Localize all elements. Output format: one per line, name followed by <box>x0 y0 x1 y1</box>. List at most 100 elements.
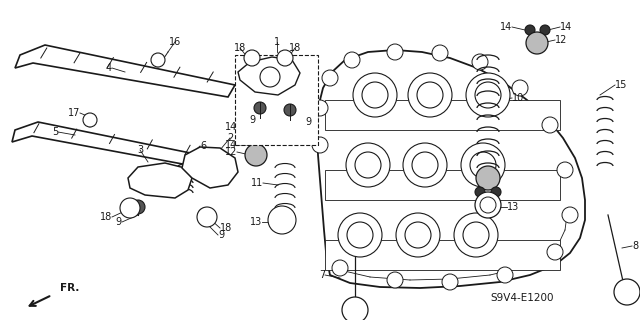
Polygon shape <box>128 163 192 198</box>
Text: 13: 13 <box>250 217 262 227</box>
Polygon shape <box>325 100 560 130</box>
Circle shape <box>432 45 448 61</box>
Circle shape <box>353 73 397 117</box>
Circle shape <box>83 113 97 127</box>
FancyBboxPatch shape <box>235 55 318 145</box>
Circle shape <box>562 207 578 223</box>
Text: 2: 2 <box>227 133 233 143</box>
Text: 7: 7 <box>319 270 325 280</box>
Circle shape <box>198 208 212 222</box>
Text: 5: 5 <box>52 127 58 137</box>
Circle shape <box>150 172 170 192</box>
Text: 10: 10 <box>512 93 524 103</box>
Circle shape <box>547 244 563 260</box>
Text: 6: 6 <box>200 141 206 151</box>
Text: 3: 3 <box>137 145 143 155</box>
Circle shape <box>312 100 328 116</box>
Text: 9: 9 <box>305 117 311 127</box>
Circle shape <box>542 117 558 133</box>
Text: 18: 18 <box>234 43 246 53</box>
Circle shape <box>475 82 501 108</box>
Text: S9V4-E1200: S9V4-E1200 <box>490 293 554 303</box>
Circle shape <box>463 222 489 248</box>
Circle shape <box>251 138 261 148</box>
Circle shape <box>497 267 513 283</box>
Polygon shape <box>15 45 235 97</box>
Circle shape <box>491 187 501 197</box>
Polygon shape <box>317 50 585 288</box>
Text: 16: 16 <box>169 37 181 47</box>
Circle shape <box>540 25 550 35</box>
Circle shape <box>475 187 485 197</box>
Circle shape <box>480 197 496 213</box>
Circle shape <box>268 206 296 234</box>
Circle shape <box>526 32 548 54</box>
Text: 9: 9 <box>218 230 224 240</box>
Circle shape <box>405 222 431 248</box>
Text: 1: 1 <box>274 37 280 47</box>
Circle shape <box>417 82 443 108</box>
Circle shape <box>322 70 338 86</box>
Circle shape <box>512 80 528 96</box>
Text: 9: 9 <box>116 217 122 227</box>
Circle shape <box>346 143 390 187</box>
Circle shape <box>475 192 501 218</box>
Text: 15: 15 <box>615 80 627 90</box>
Circle shape <box>201 159 223 181</box>
Circle shape <box>244 50 260 66</box>
Circle shape <box>342 297 368 320</box>
Text: 4: 4 <box>106 63 112 73</box>
Text: 14: 14 <box>500 22 512 32</box>
Circle shape <box>466 73 510 117</box>
Circle shape <box>254 102 266 114</box>
Circle shape <box>472 54 488 70</box>
Circle shape <box>442 274 458 290</box>
Circle shape <box>557 162 573 178</box>
Circle shape <box>362 82 388 108</box>
Circle shape <box>284 104 296 116</box>
Text: 14: 14 <box>560 22 572 32</box>
Circle shape <box>197 207 217 227</box>
Circle shape <box>476 166 500 190</box>
Text: 9: 9 <box>249 115 255 125</box>
Circle shape <box>131 200 145 214</box>
Polygon shape <box>325 170 560 200</box>
Circle shape <box>387 272 403 288</box>
Polygon shape <box>325 240 560 270</box>
Circle shape <box>312 137 328 153</box>
Circle shape <box>338 213 382 257</box>
Text: 17: 17 <box>68 108 80 118</box>
Circle shape <box>396 213 440 257</box>
Circle shape <box>454 213 498 257</box>
Text: 8: 8 <box>632 241 638 251</box>
Text: 14: 14 <box>225 140 237 150</box>
Circle shape <box>277 50 293 66</box>
Circle shape <box>332 260 348 276</box>
Text: 12: 12 <box>555 35 568 45</box>
Text: 18: 18 <box>100 212 112 222</box>
Circle shape <box>387 44 403 60</box>
Circle shape <box>120 198 140 218</box>
Text: 11: 11 <box>251 178 263 188</box>
Text: 18: 18 <box>220 223 232 233</box>
Polygon shape <box>238 57 300 95</box>
Circle shape <box>251 123 261 133</box>
Circle shape <box>355 152 381 178</box>
Polygon shape <box>182 147 238 188</box>
Circle shape <box>151 53 165 67</box>
Circle shape <box>260 67 280 87</box>
Text: 14: 14 <box>225 122 237 132</box>
Polygon shape <box>12 122 210 168</box>
Circle shape <box>403 143 447 187</box>
Circle shape <box>470 152 496 178</box>
Text: 12: 12 <box>225 147 237 157</box>
Circle shape <box>347 222 373 248</box>
Circle shape <box>245 144 267 166</box>
Text: 13: 13 <box>507 202 519 212</box>
Text: FR.: FR. <box>60 283 79 293</box>
Circle shape <box>461 143 505 187</box>
Circle shape <box>408 73 452 117</box>
Circle shape <box>614 279 640 305</box>
Circle shape <box>412 152 438 178</box>
Text: 18: 18 <box>289 43 301 53</box>
